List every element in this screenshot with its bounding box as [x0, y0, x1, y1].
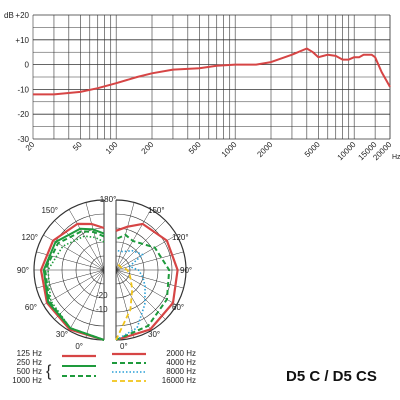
polar-grid-right — [115, 199, 187, 341]
x-tick-label: 200 — [140, 140, 156, 156]
polar-series-2000hz — [115, 222, 179, 342]
polar-angle-label: 90° — [180, 266, 192, 275]
frequency-response-line — [33, 47, 391, 96]
polar-angle-label: 180° — [100, 195, 117, 204]
x-tick-label: 2000 — [255, 140, 274, 159]
polar-spoke — [85, 269, 105, 338]
polar-angle-label: 30° — [148, 330, 160, 339]
legend-label-right: 2000 Hz — [166, 349, 196, 358]
polar-angle-label: 90° — [17, 266, 29, 275]
x-tick-label: 1000 — [220, 140, 239, 159]
polar-angle-label: 60° — [172, 303, 184, 312]
polar-spoke — [43, 269, 105, 306]
polar-spoke — [54, 269, 105, 320]
polar-spoke — [85, 202, 105, 271]
y-tick-label: -30 — [17, 135, 29, 144]
polar-spoke — [68, 269, 105, 331]
polar-angle-label: 120° — [21, 233, 38, 242]
legend-label-right: 8000 Hz — [166, 367, 196, 376]
legend-brace: { — [46, 363, 52, 380]
polar-series-125hz — [39, 222, 105, 342]
x-tick-label: 500 — [187, 140, 203, 156]
polar-angle-label: 0° — [120, 342, 128, 351]
polar-series-500hz — [44, 230, 105, 341]
x-tick-label: 10000 — [335, 140, 357, 162]
polar-spoke — [36, 269, 105, 289]
legend-label-right: 4000 Hz — [166, 358, 196, 367]
polar-spoke — [115, 269, 135, 338]
polar-angle-label: 60° — [25, 303, 37, 312]
x-tick-label: 50 — [71, 140, 84, 153]
model-label: D5 C / D5 CS — [286, 368, 377, 385]
polar-radial-label: -20 — [96, 291, 108, 300]
polar-spoke — [54, 220, 105, 271]
y-tick-label: -20 — [17, 110, 29, 119]
y-tick-label: 0 — [25, 61, 30, 70]
polar-spoke — [115, 202, 135, 271]
x-tick-label: 100 — [104, 140, 120, 156]
polar-spoke — [68, 209, 105, 271]
polar-series-1000hz — [47, 235, 105, 341]
polar-spoke — [115, 269, 166, 320]
polar-angle-label: 0° — [75, 342, 83, 351]
y-tick-label: -10 — [17, 85, 29, 94]
polar-series-16000hz — [115, 263, 134, 341]
y-tick-label: +10 — [15, 36, 29, 45]
legend-label-right: 16000 Hz — [162, 376, 196, 385]
polar-series-8000hz — [115, 249, 146, 341]
x-axis-label: Hz — [392, 154, 400, 161]
legend-label-left: 125 Hz — [17, 349, 42, 358]
polar-angle-label: 150° — [41, 206, 58, 215]
polar-spoke — [115, 209, 152, 271]
polar-angle-label: 120° — [172, 233, 189, 242]
legend-label-left: 1000 Hz — [12, 376, 42, 385]
polar-series-250hz — [42, 227, 105, 341]
polar-angle-label: 30° — [56, 330, 68, 339]
polar-series-4000hz — [115, 233, 171, 341]
y-axis-label: dB — [4, 11, 14, 20]
legend-label-left: 250 Hz — [17, 358, 42, 367]
polar-angle-label: 150° — [148, 206, 165, 215]
y-tick-label: +20 — [15, 11, 29, 20]
polar-spoke — [115, 220, 166, 271]
polar-spoke — [115, 269, 184, 289]
polar-spoke — [115, 269, 152, 331]
legend-label-left: 500 Hz — [17, 367, 42, 376]
x-tick-label: 5000 — [303, 140, 322, 159]
polar-radial-label: -10 — [96, 305, 108, 314]
frequency-grid — [32, 14, 391, 140]
